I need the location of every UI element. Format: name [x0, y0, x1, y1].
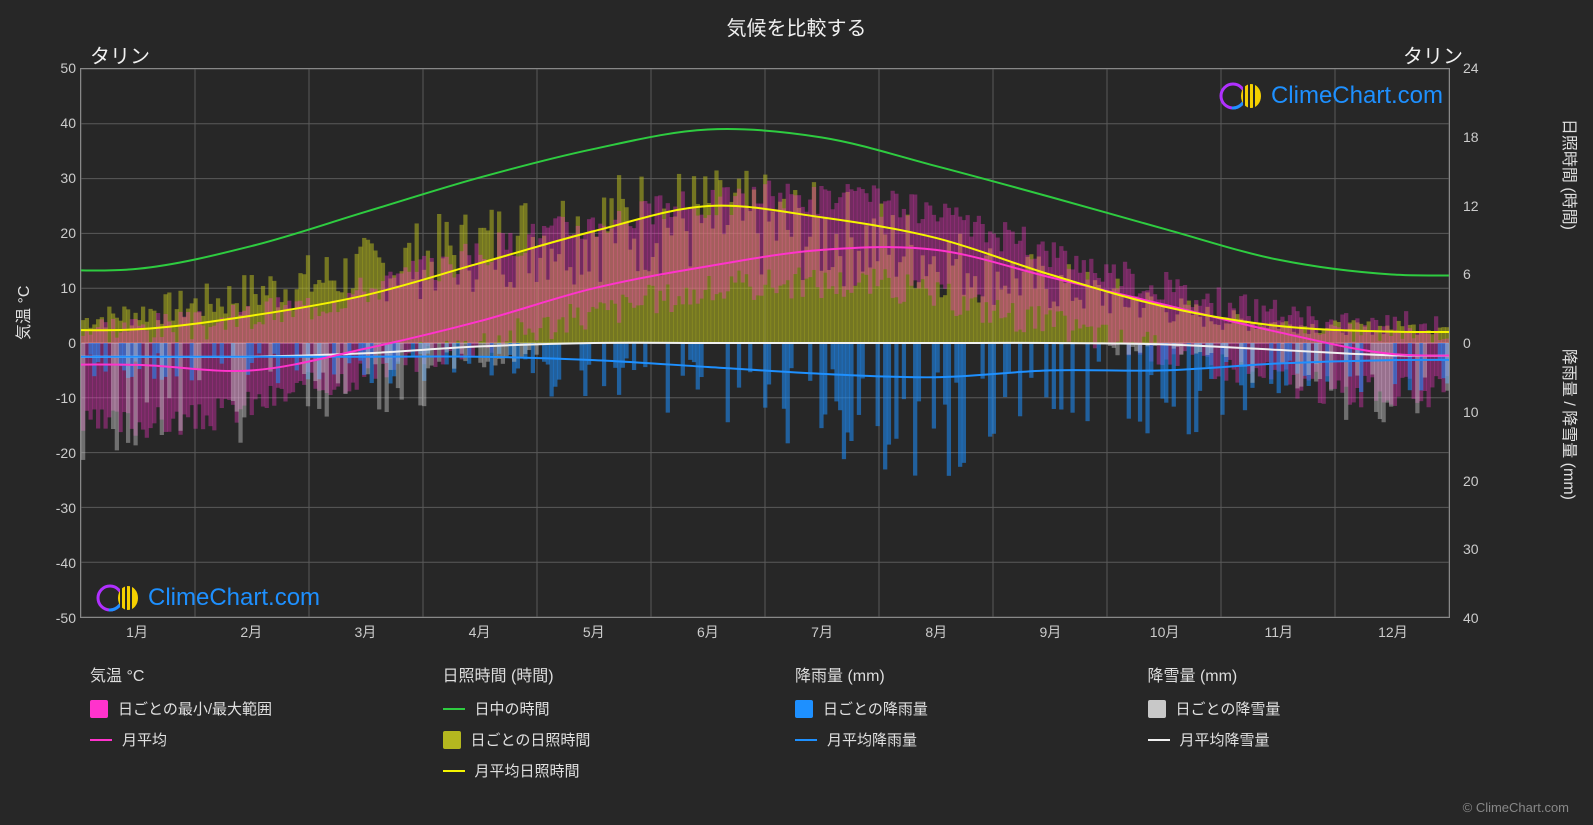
legend-heading: 気温 °C: [90, 662, 433, 686]
legend-item: 日中の時間: [443, 698, 786, 719]
y-axis-right-label-sun: 日照時間 (時間): [1559, 119, 1583, 230]
y-ticks-left: 50403020100-10-20-30-40-50: [30, 68, 76, 618]
legend-item: 月平均降雨量: [795, 729, 1138, 750]
legend-item: 月平均: [90, 729, 433, 750]
ytick-left: -10: [30, 390, 76, 406]
ytick-left: -20: [30, 445, 76, 461]
ytick-right: 12: [1463, 198, 1509, 214]
chart-title: 気候を比較する: [0, 0, 1593, 45]
swatch-box-icon: [90, 700, 108, 718]
copyright-text: © ClimeChart.com: [1463, 800, 1569, 815]
ytick-left: -30: [30, 500, 76, 516]
y-axis-right-label-precip: 降雨量 / 降雪量 (mm): [1559, 349, 1583, 500]
ytick-left: 50: [30, 60, 76, 76]
ytick-right: 0: [1463, 335, 1509, 351]
xtick-month: 5月: [583, 622, 605, 642]
legend-label: 日中の時間: [475, 698, 550, 719]
ytick-left: 10: [30, 280, 76, 296]
ytick-right: 18: [1463, 129, 1509, 145]
swatch-line-icon: [795, 739, 817, 741]
xtick-month: 6月: [697, 622, 719, 642]
ytick-left: 40: [30, 115, 76, 131]
xtick-month: 7月: [811, 622, 833, 642]
legend-column: 降雪量 (mm) 日ごとの降雪量月平均降雪量: [1148, 662, 1491, 791]
climate-chart-plot: [80, 68, 1450, 618]
legend-label: 日ごとの最小/最大範囲: [118, 698, 272, 719]
ytick-left: 20: [30, 225, 76, 241]
legend-label: 月平均日照時間: [475, 760, 580, 781]
ytick-right: 24: [1463, 60, 1509, 76]
city-label-left: タリン: [90, 40, 150, 69]
swatch-box-icon: [1148, 700, 1166, 718]
legend-item: 日ごとの降雪量: [1148, 698, 1491, 719]
legend-label: 月平均降雪量: [1180, 729, 1270, 750]
xtick-month: 11月: [1264, 622, 1293, 642]
ytick-right: 6: [1463, 266, 1509, 282]
legend: 気温 °C 日ごとの最小/最大範囲月平均 日照時間 (時間) 日中の時間日ごとの日照時…: [90, 662, 1490, 791]
swatch-box-icon: [443, 731, 461, 749]
ytick-left: -40: [30, 555, 76, 571]
legend-heading: 降雪量 (mm): [1148, 662, 1491, 686]
swatch-box-icon: [795, 700, 813, 718]
ytick-right: 30: [1463, 541, 1509, 557]
swatch-line-icon: [90, 739, 112, 741]
ytick-left: -50: [30, 610, 76, 626]
legend-column: 気温 °C 日ごとの最小/最大範囲月平均: [90, 662, 433, 791]
legend-label: 日ごとの日照時間: [471, 729, 591, 750]
legend-heading: 日照時間 (時間): [443, 662, 786, 686]
legend-heading: 降雨量 (mm): [795, 662, 1138, 686]
ytick-right: 20: [1463, 473, 1509, 489]
ytick-right: 10: [1463, 404, 1509, 420]
ytick-left: 30: [30, 170, 76, 186]
y-ticks-right: 2418126010203040: [1463, 68, 1509, 618]
xtick-month: 4月: [469, 622, 491, 642]
legend-column: 降雨量 (mm) 日ごとの降雨量月平均降雨量: [795, 662, 1138, 791]
swatch-line-icon: [443, 770, 465, 772]
legend-item: 月平均降雪量: [1148, 729, 1491, 750]
xtick-month: 8月: [925, 622, 947, 642]
legend-label: 月平均: [122, 729, 167, 750]
xtick-month: 3月: [355, 622, 377, 642]
legend-item: 日ごとの最小/最大範囲: [90, 698, 433, 719]
x-ticks: 1月 2月 3月 4月 5月 6月 7月 8月 9月 10月 11月 12月: [80, 622, 1450, 642]
legend-label: 月平均降雨量: [827, 729, 917, 750]
legend-label: 日ごとの降雨量: [823, 698, 928, 719]
legend-item: 日ごとの日照時間: [443, 729, 786, 750]
legend-column: 日照時間 (時間) 日中の時間日ごとの日照時間月平均日照時間: [443, 662, 786, 791]
swatch-line-icon: [443, 708, 465, 710]
xtick-month: 10月: [1150, 622, 1180, 642]
ytick-right: 40: [1463, 610, 1509, 626]
city-label-right: タリン: [1403, 40, 1463, 69]
xtick-month: 2月: [240, 622, 262, 642]
legend-item: 日ごとの降雨量: [795, 698, 1138, 719]
ytick-left: 0: [30, 335, 76, 351]
xtick-month: 9月: [1040, 622, 1062, 642]
legend-label: 日ごとの降雪量: [1176, 698, 1281, 719]
legend-item: 月平均日照時間: [443, 760, 786, 781]
swatch-line-icon: [1148, 739, 1170, 741]
xtick-month: 12月: [1378, 622, 1408, 642]
xtick-month: 1月: [126, 622, 148, 642]
